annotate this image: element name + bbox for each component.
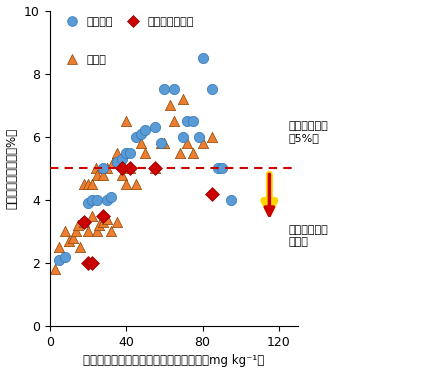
Point <box>107 194 114 200</box>
Point <box>119 165 126 171</box>
Point <box>84 260 91 266</box>
Point <box>56 244 63 250</box>
Point <box>151 165 158 171</box>
Point <box>52 266 59 272</box>
Point <box>113 219 120 225</box>
Point <box>92 165 99 171</box>
Point <box>61 229 68 235</box>
Point <box>209 134 215 140</box>
Point <box>209 87 215 93</box>
Point <box>157 140 164 146</box>
Point <box>161 140 168 146</box>
Text: 病虫害抵抗性
の低下: 病虫害抵抗性 の低下 <box>288 225 328 247</box>
Point <box>81 181 87 187</box>
Point <box>161 87 168 93</box>
Point <box>190 150 196 156</box>
Point <box>151 165 158 171</box>
Point <box>123 181 129 187</box>
Point <box>195 134 202 140</box>
Point <box>107 229 114 235</box>
Point <box>103 216 110 222</box>
Point <box>126 165 133 171</box>
Point <box>103 197 110 203</box>
Point <box>215 165 221 171</box>
Text: ケイ素欠乏値
（5%）: ケイ素欠乏値 （5%） <box>288 121 328 142</box>
Point <box>77 244 84 250</box>
Point <box>119 172 126 178</box>
Point <box>69 235 76 241</box>
Point <box>61 254 68 260</box>
Point <box>84 181 91 187</box>
Point <box>228 197 234 203</box>
Point <box>138 140 145 146</box>
Point <box>100 219 106 225</box>
Point <box>81 219 87 225</box>
Point <box>138 131 145 137</box>
Point <box>113 159 120 165</box>
Point <box>132 134 139 140</box>
Point <box>81 219 87 225</box>
Point <box>132 181 139 187</box>
Point <box>190 118 196 124</box>
Point <box>100 172 106 178</box>
Point <box>100 165 106 171</box>
X-axis label: 湟水培養法による土壌のケイ酸溶出量（mg kg⁻¹）: 湟水培養法による土壌のケイ酸溶出量（mg kg⁻¹） <box>83 354 265 367</box>
Point <box>218 165 225 171</box>
Point <box>84 200 91 206</box>
Legend: 天水田: 天水田 <box>60 54 108 66</box>
Point <box>94 229 101 235</box>
Point <box>84 229 91 235</box>
Point <box>94 197 101 203</box>
Point <box>113 150 120 156</box>
Point <box>88 181 95 187</box>
Point <box>88 213 95 219</box>
Point <box>184 140 191 146</box>
Point <box>123 118 129 124</box>
Point <box>73 229 80 235</box>
Point <box>151 124 158 130</box>
Point <box>170 87 177 93</box>
Point <box>119 156 126 162</box>
Y-axis label: 稲わらケイ素濃度（%）: 稲わらケイ素濃度（%） <box>6 128 19 209</box>
Point <box>126 165 133 171</box>
Point <box>157 140 164 146</box>
Point <box>184 118 191 124</box>
Point <box>103 165 110 171</box>
Point <box>56 257 63 263</box>
Point <box>123 150 129 156</box>
Point <box>81 219 87 225</box>
Point <box>209 191 215 197</box>
Point <box>109 159 116 165</box>
Point <box>94 172 101 178</box>
Point <box>100 213 106 219</box>
Point <box>170 118 177 124</box>
Point <box>75 222 82 228</box>
Point <box>126 150 133 156</box>
Point <box>167 102 173 108</box>
Point <box>65 238 72 244</box>
Point <box>199 140 206 146</box>
Point <box>142 150 149 156</box>
Point <box>180 96 187 102</box>
Point <box>142 128 149 134</box>
Point <box>96 222 103 228</box>
Point <box>88 260 95 266</box>
Point <box>88 197 95 203</box>
Point <box>180 134 187 140</box>
Point <box>199 55 206 61</box>
Point <box>176 150 183 156</box>
